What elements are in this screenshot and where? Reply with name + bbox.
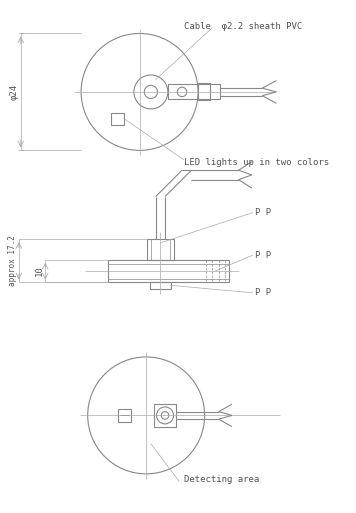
Bar	[150, 283, 171, 289]
Text: φ24: φ24	[10, 84, 19, 100]
Bar	[109, 260, 229, 283]
Bar	[118, 409, 131, 422]
Bar	[198, 84, 210, 101]
Bar	[168, 85, 220, 100]
Text: P P: P P	[255, 288, 271, 298]
Text: P P: P P	[255, 208, 271, 217]
Bar	[147, 239, 173, 260]
Text: 10: 10	[35, 266, 43, 277]
Bar	[154, 404, 176, 427]
Text: approx 17.2: approx 17.2	[8, 235, 17, 286]
Bar	[111, 113, 124, 125]
Text: P P: P P	[255, 250, 271, 260]
Text: LED lights up in two colors: LED lights up in two colors	[184, 158, 329, 167]
Text: Detecting area: Detecting area	[184, 475, 259, 484]
Text: Cable  φ2.2 sheath PVC: Cable φ2.2 sheath PVC	[184, 22, 302, 31]
